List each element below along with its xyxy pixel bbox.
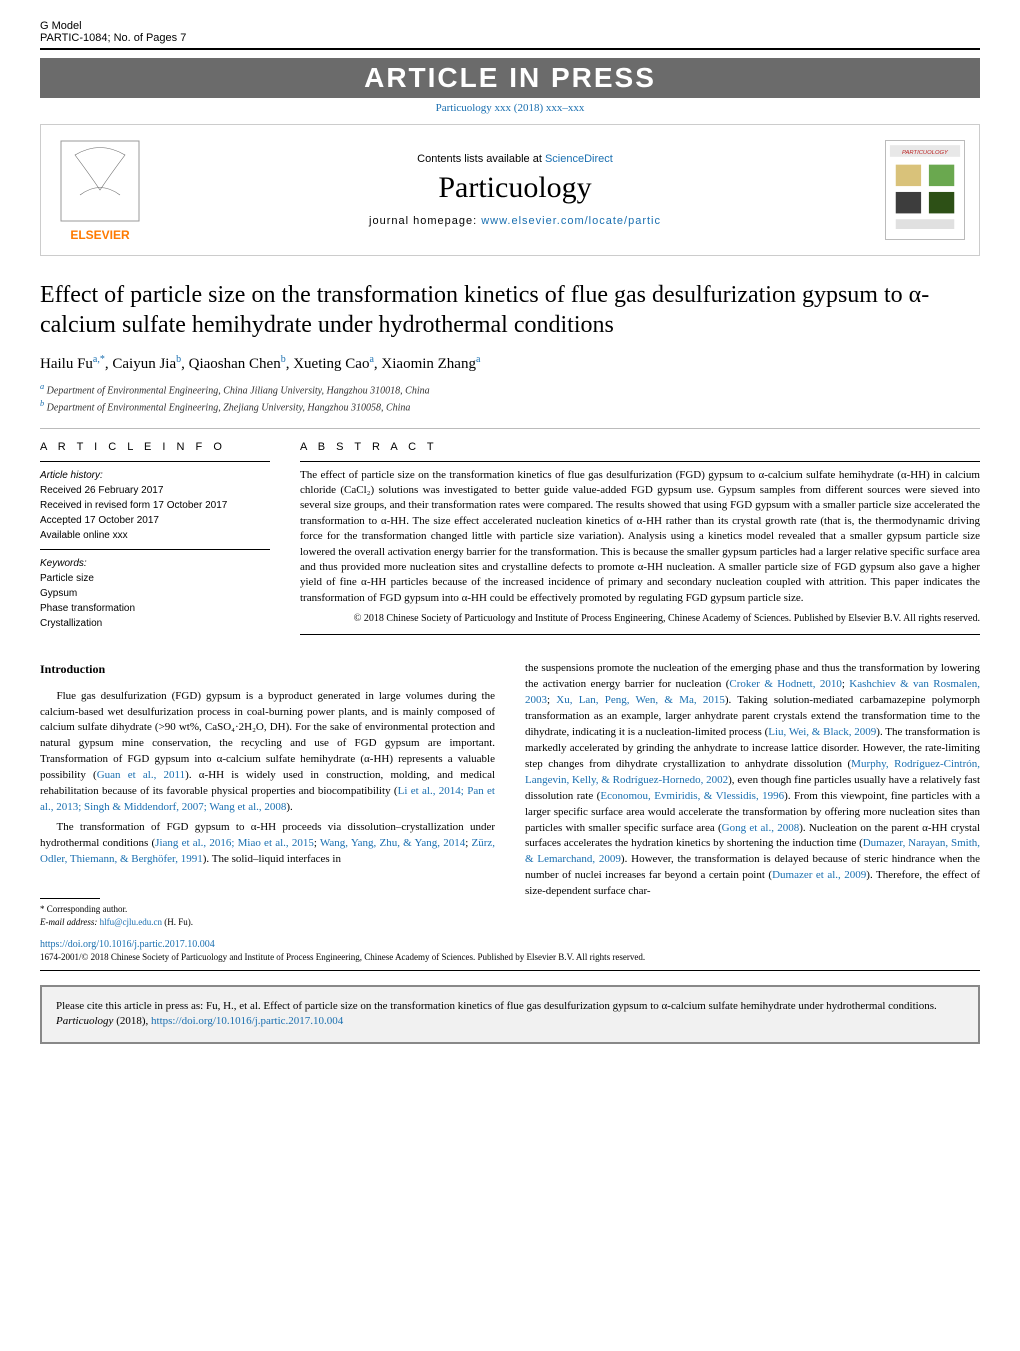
keyword: Gypsum [40, 586, 270, 601]
article-info-heading: A R T I C L E I N F O [40, 441, 270, 453]
history-line: Received in revised form 17 October 2017 [40, 498, 270, 513]
body-col-right: the suspensions promote the nucleation o… [525, 661, 980, 929]
history-line: Accepted 17 October 2017 [40, 513, 270, 528]
history-line: Received 26 February 2017 [40, 483, 270, 498]
page: G Model PARTIC-1084; No. of Pages 7 ARTI… [0, 0, 1020, 1074]
corr-email-label: E-mail address: [40, 917, 100, 927]
abstract-heading: A B S T R A C T [300, 441, 980, 453]
g-model-label: G Model [40, 20, 186, 32]
citation-link[interactable]: Guan et al., 2011 [97, 769, 185, 781]
journal-title: Particuology [155, 171, 875, 205]
cover-thumbnail: PARTICUOLOGY [885, 140, 965, 240]
article-title: Effect of particle size on the transform… [40, 280, 980, 340]
author: Caiyun Jia [112, 356, 176, 372]
citation-link[interactable]: Xu, Lan, Peng, Wen, & Ma, 2015 [556, 694, 725, 706]
citation-link[interactable]: Dumazer et al., 2009 [772, 869, 866, 881]
author: Xueting Cao [293, 356, 369, 372]
author: Xiaomin Zhang [381, 356, 476, 372]
masthead-center: Contents lists available at ScienceDirec… [145, 153, 885, 227]
citation-link[interactable]: Jiang et al., 2016; Miao et al., 2015 [155, 837, 314, 849]
citation-link[interactable]: Economou, Evmiridis, & Vlessidis, 1996 [600, 790, 784, 802]
paragraph: the suspensions promote the nucleation o… [525, 661, 980, 900]
author: Qiaoshan Chen [189, 356, 281, 372]
history-line: Available online xxx [40, 528, 270, 543]
homepage-line: journal homepage: www.elsevier.com/locat… [155, 215, 875, 227]
contents-line: Contents lists available at ScienceDirec… [155, 153, 875, 165]
body-col-left: Introduction Flue gas desulfurization (F… [40, 661, 495, 929]
elsevier-logo: ELSEVIER [55, 135, 145, 245]
keyword: Crystallization [40, 616, 270, 631]
masthead: ELSEVIER Contents lists available at Sci… [40, 124, 980, 256]
keywords-label: Keywords: [40, 556, 270, 571]
abstract-text: The effect of particle size on the trans… [300, 468, 980, 607]
divider [40, 428, 980, 429]
sciencedirect-link[interactable]: ScienceDirect [545, 153, 613, 165]
affiliation-a: a Department of Environmental Engineerin… [40, 381, 980, 398]
footer-divider [40, 970, 980, 971]
authors: Hailu Fua,*, Caiyun Jiab, Qiaoshan Chenb… [40, 354, 980, 373]
issue-link[interactable]: Particuology xxx (2018) xxx–xxx [40, 102, 980, 114]
citation-link[interactable]: Wang, Yang, Zhu, & Yang, 2014 [320, 837, 465, 849]
corresponding-author: * Corresponding author. E-mail address: … [40, 898, 495, 929]
affiliation-b: b Department of Environmental Engineerin… [40, 398, 980, 415]
doi-link[interactable]: https://doi.org/10.1016/j.partic.2017.10… [40, 939, 980, 950]
author: Hailu Fu [40, 356, 93, 372]
meta-abstract-row: A R T I C L E I N F O Article history: R… [40, 441, 980, 642]
paragraph: The transformation of FGD gypsum to α-HH… [40, 820, 495, 868]
keyword: Particle size [40, 571, 270, 586]
cite-box-doi-link[interactable]: https://doi.org/10.1016/j.partic.2017.10… [151, 1015, 343, 1027]
press-banner: ARTICLE IN PRESS [40, 58, 980, 98]
homepage-link[interactable]: www.elsevier.com/locate/partic [481, 215, 661, 227]
citation-link[interactable]: Liu, Wei, & Black, 2009 [768, 726, 876, 738]
copyright-line: © 2018 Chinese Society of Particuology a… [300, 612, 980, 626]
citation-link[interactable]: Croker & Hodnett, 2010 [729, 678, 841, 690]
corr-email-link[interactable]: hlfu@cjlu.edu.cn [100, 917, 162, 927]
citation-link[interactable]: Gong et al., 2008 [722, 822, 800, 834]
g-model-header: G Model PARTIC-1084; No. of Pages 7 [40, 20, 980, 50]
issn-line: 1674-2001/© 2018 Chinese Society of Part… [40, 952, 980, 962]
body-columns: Introduction Flue gas desulfurization (F… [40, 661, 980, 929]
svg-text:PARTICUOLOGY: PARTICUOLOGY [902, 150, 949, 156]
keyword: Phase transformation [40, 601, 270, 616]
corr-star: * Corresponding author. [40, 903, 495, 916]
svg-text:ELSEVIER: ELSEVIER [70, 228, 130, 242]
intro-heading: Introduction [40, 661, 495, 678]
article-info-col: A R T I C L E I N F O Article history: R… [40, 441, 270, 642]
abstract-col: A B S T R A C T The effect of particle s… [300, 441, 980, 642]
cite-box: Please cite this article in press as: Fu… [40, 985, 980, 1044]
history-label: Article history: [40, 468, 270, 483]
g-model-code: PARTIC-1084; No. of Pages 7 [40, 32, 186, 44]
paragraph: Flue gas desulfurization (FGD) gypsum is… [40, 689, 495, 817]
